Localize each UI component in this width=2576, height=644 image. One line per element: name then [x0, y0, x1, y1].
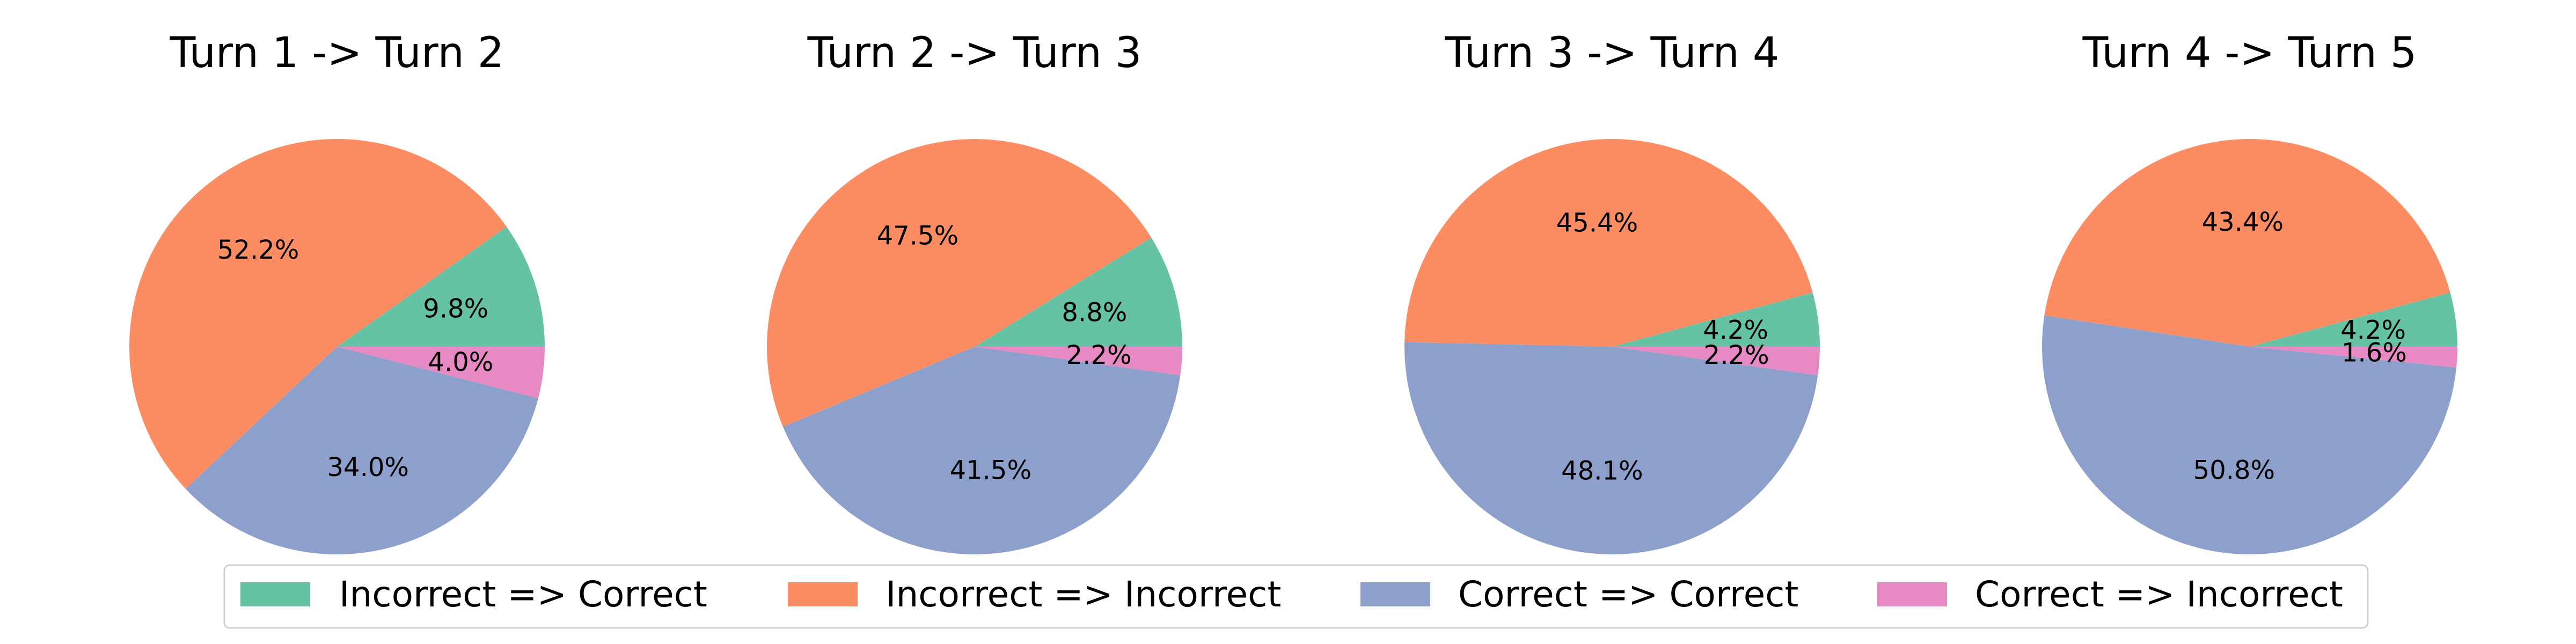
pie-slice-incorrect-incorrect: [1404, 138, 1813, 347]
slice-value-label: 4.2%: [1703, 315, 1768, 345]
slice-value-label: 34.0%: [327, 452, 409, 482]
slice-value-label: 45.4%: [1556, 208, 1638, 238]
pie-slice-incorrect-correct: [337, 226, 545, 347]
slice-value-label: 1.6%: [2341, 338, 2407, 368]
slice-value-label: 48.1%: [1561, 456, 1643, 486]
slice-value-label: 43.4%: [2202, 207, 2284, 237]
pie-title: Turn 2 -> Turn 3: [807, 29, 1142, 77]
slice-value-label: 41.5%: [950, 455, 1031, 485]
slice-value-label: 52.2%: [217, 235, 299, 265]
pie-chart-4: Turn 4 -> Turn 5 4.2% 43.4% 50.8% 1.6%: [2042, 29, 2457, 554]
legend-swatch-incorrect-incorrect: [788, 582, 858, 606]
pie-slice-incorrect-correct: [1612, 292, 1820, 347]
pie-slice-incorrect-incorrect: [2044, 138, 2450, 347]
pie-title: Turn 4 -> Turn 5: [2082, 29, 2417, 77]
legend-frame: [223, 564, 2369, 629]
pie-slice-correct-correct: [185, 347, 538, 554]
pie-slice-correct-incorrect: [1612, 347, 1820, 376]
legend-swatch-correct-correct: [1360, 582, 1430, 606]
slice-value-label: 50.8%: [2193, 455, 2275, 485]
pie-slice-correct-correct: [2042, 315, 2457, 554]
pie-slice-incorrect-incorrect: [129, 138, 507, 489]
slice-value-label: 8.8%: [1062, 298, 1127, 328]
pie-title: Turn 3 -> Turn 4: [1445, 29, 1780, 77]
pie-charts: Turn 1 -> Turn 2 9.8% 52.2% 34.0% 4.0% Turn 2…: [129, 29, 2457, 555]
slice-value-label: 47.5%: [877, 221, 958, 251]
legend-label-correct-incorrect: Correct => Incorrect: [1975, 574, 2343, 615]
pie-slice-correct-correct: [782, 347, 1181, 554]
slice-value-label: 4.0%: [428, 347, 493, 377]
pie-slice-correct-incorrect: [975, 347, 1182, 376]
legend-swatch-incorrect-correct: [240, 582, 310, 606]
pie-slice-incorrect-incorrect: [767, 139, 1152, 427]
pie-slice-incorrect-correct: [975, 237, 1182, 347]
legend-swatch-correct-incorrect: [1877, 582, 1947, 606]
pie-chart-3: Turn 3 -> Turn 4 4.2% 45.4% 48.1% 2.2%: [1404, 29, 1820, 555]
slice-value-label: 4.2%: [2340, 315, 2406, 345]
slice-value-label: 9.8%: [423, 294, 488, 324]
pie-title: Turn 1 -> Turn 2: [170, 29, 504, 77]
legend: Incorrect => Correct Incorrect => Incorr…: [223, 564, 2369, 629]
legend-label-incorrect-incorrect: Incorrect => Incorrect: [885, 574, 1281, 615]
pie-slice-correct-incorrect: [2250, 347, 2457, 368]
pie-chart-2: Turn 2 -> Turn 3 8.8% 47.5% 41.5% 2.2%: [767, 29, 1182, 554]
pie-slice-correct-correct: [1404, 342, 1818, 555]
slice-value-label: 2.2%: [1066, 340, 1132, 370]
legend-label-correct-correct: Correct => Correct: [1458, 574, 1798, 615]
pie-slice-incorrect-correct: [2250, 292, 2457, 347]
slice-value-label: 2.2%: [1704, 340, 1769, 370]
pie-chart-1: Turn 1 -> Turn 2 9.8% 52.2% 34.0% 4.0%: [129, 29, 545, 554]
legend-label-incorrect-correct: Incorrect => Correct: [339, 574, 707, 615]
pie-slice-correct-incorrect: [337, 347, 545, 399]
